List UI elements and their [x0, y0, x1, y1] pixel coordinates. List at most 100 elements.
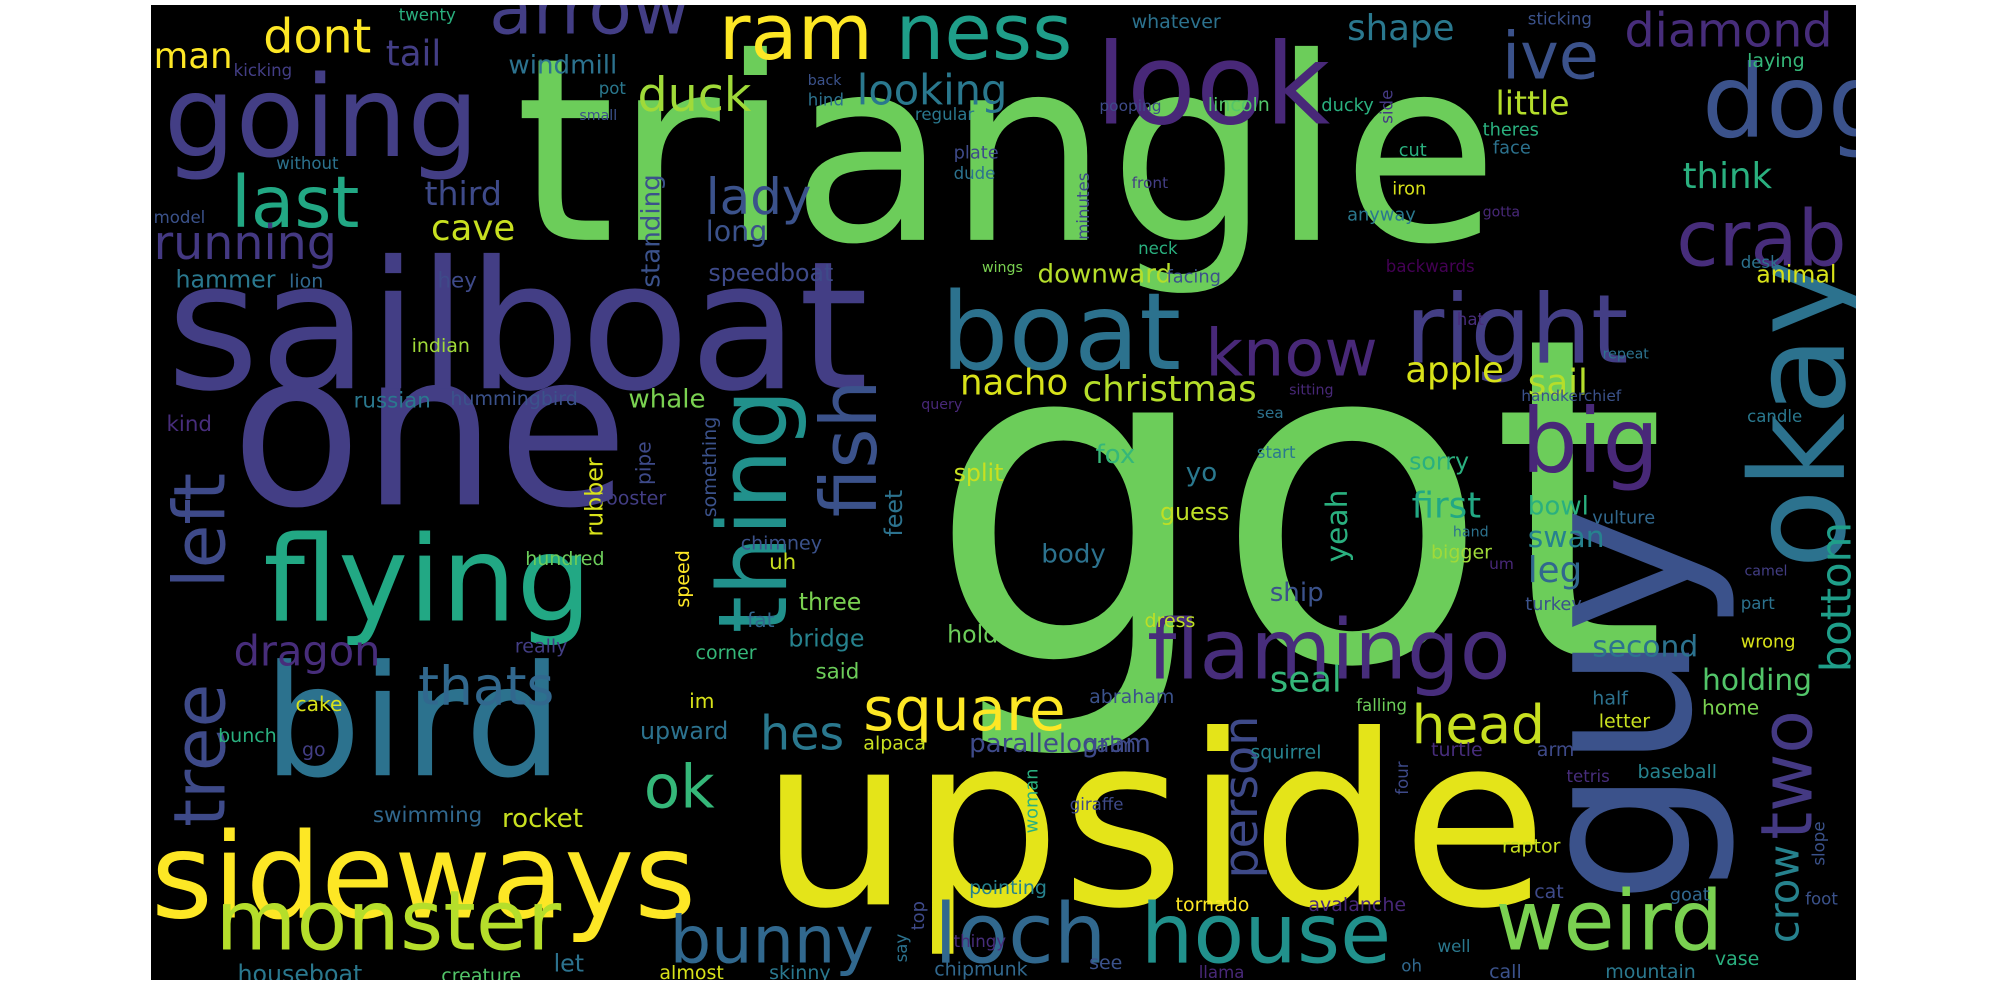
- word-tetris: tetris: [1567, 767, 1610, 786]
- word-oh: oh: [1401, 957, 1422, 976]
- word-chimney: chimney: [741, 533, 822, 555]
- word-hold: hold: [947, 620, 998, 648]
- word-houseboat: houseboat: [238, 960, 363, 980]
- word-let: let: [554, 950, 584, 978]
- word-hes: hes: [760, 707, 844, 762]
- word-query: query: [921, 397, 962, 413]
- word-raptor: raptor: [1502, 836, 1561, 858]
- word-square: square: [863, 676, 1065, 745]
- word-hundred: hundred: [525, 548, 604, 570]
- word-turkey: turkey: [1525, 594, 1582, 615]
- word-flying: flying: [263, 511, 592, 649]
- word-ive: ive: [1502, 19, 1599, 95]
- word-last: last: [231, 161, 359, 244]
- word-first: first: [1412, 485, 1482, 526]
- word-upside: upside: [760, 684, 1548, 960]
- word-im: im: [689, 689, 714, 713]
- word-thingy: thingy: [954, 932, 1007, 951]
- word-dont: dont: [263, 10, 371, 65]
- word-lady: lady: [706, 168, 812, 226]
- word-facing: facing: [1167, 266, 1221, 287]
- word-thing: thing: [699, 389, 809, 633]
- word-apple: apple: [1405, 350, 1504, 391]
- word-okay: okay: [1723, 258, 1856, 569]
- word-weird: weird: [1496, 873, 1724, 970]
- word-guess: guess: [1160, 498, 1229, 526]
- word-standing: standing: [636, 174, 666, 287]
- word-falling: falling: [1356, 696, 1407, 715]
- word-model: model: [154, 208, 206, 227]
- word-shape: shape: [1347, 8, 1454, 49]
- word-boat: boat: [941, 271, 1181, 395]
- word-nacho: nacho: [960, 363, 1068, 404]
- word-dude: dude: [954, 164, 996, 183]
- word-sitting: sitting: [1289, 383, 1333, 399]
- word-cat: cat: [1534, 881, 1564, 903]
- word-parallelogram: parallelogram: [969, 729, 1151, 759]
- word-slope: slope: [1810, 821, 1829, 865]
- word-avalanche: avalanche: [1308, 894, 1406, 916]
- word-seal: seal: [1270, 660, 1342, 701]
- word-speedboat: speedboat: [708, 259, 833, 287]
- word-bridge: bridge: [788, 624, 864, 652]
- word-russian: russian: [354, 389, 431, 414]
- word-backwards: backwards: [1386, 257, 1475, 276]
- word-iron: iron: [1392, 179, 1426, 200]
- word-downward: downward: [1038, 259, 1173, 289]
- word-ducky: ducky: [1321, 95, 1374, 116]
- word-go: go: [302, 739, 326, 761]
- word-duck: duck: [638, 68, 752, 123]
- word-squirrel: squirrel: [1250, 742, 1321, 764]
- word-mountain: mountain: [1605, 961, 1696, 980]
- word-giraffe: giraffe: [1070, 795, 1124, 814]
- word-sailboat: sailboat: [167, 224, 869, 431]
- word-say: say: [892, 934, 911, 963]
- word-thats: thats: [418, 654, 554, 717]
- word-whatever: whatever: [1132, 11, 1221, 33]
- word-half: half: [1592, 687, 1629, 709]
- word-loch: loch: [934, 885, 1106, 980]
- word-upward: upward: [640, 717, 728, 745]
- word-cake: cake: [296, 692, 343, 716]
- word-corner: corner: [696, 642, 757, 664]
- word-back: back: [808, 73, 843, 89]
- word-animal: animal: [1756, 260, 1836, 288]
- word-said: said: [816, 660, 860, 685]
- word-triangle: triangle: [515, 5, 1499, 301]
- word-body: body: [1041, 539, 1106, 569]
- word-know: know: [1205, 315, 1378, 391]
- word-holding: holding: [1702, 663, 1812, 698]
- word-going: going: [164, 51, 479, 183]
- word-monster: monster: [216, 873, 562, 970]
- word-one: one: [231, 307, 629, 555]
- word-second: second: [1592, 630, 1698, 665]
- word-man: man: [154, 36, 233, 77]
- word-ship: ship: [1270, 578, 1324, 608]
- word-plate: plate: [954, 143, 999, 164]
- word-guy: guy: [1492, 507, 1740, 905]
- word-alpaca: alpaca: [863, 733, 926, 755]
- word-turtle: turtle: [1431, 739, 1483, 761]
- word-third: third: [425, 174, 502, 213]
- word-split: split: [954, 459, 1004, 487]
- word-foot: foot: [1805, 889, 1838, 908]
- word-something: something: [699, 417, 721, 518]
- word-kind: kind: [167, 412, 212, 437]
- word-dragon: dragon: [234, 627, 381, 676]
- word-cave: cave: [431, 208, 515, 249]
- word-laying: laying: [1747, 50, 1805, 72]
- word-whale: whale: [628, 385, 705, 415]
- word-small: small: [579, 108, 617, 124]
- word-camel: camel: [1745, 563, 1788, 579]
- word-front: front: [1132, 174, 1169, 192]
- word-palm: palm: [1083, 733, 1136, 758]
- word-leg: leg: [1528, 550, 1582, 591]
- word-um: um: [1489, 555, 1514, 573]
- word-dog: dog: [1702, 43, 1856, 161]
- word-tornado: tornado: [1176, 894, 1250, 916]
- word-sticking: sticking: [1528, 9, 1592, 28]
- word-dress: dress: [1145, 610, 1196, 632]
- word-gotta: gotta: [1483, 205, 1521, 221]
- word-theres: theres: [1483, 119, 1539, 140]
- word-think: think: [1683, 156, 1773, 197]
